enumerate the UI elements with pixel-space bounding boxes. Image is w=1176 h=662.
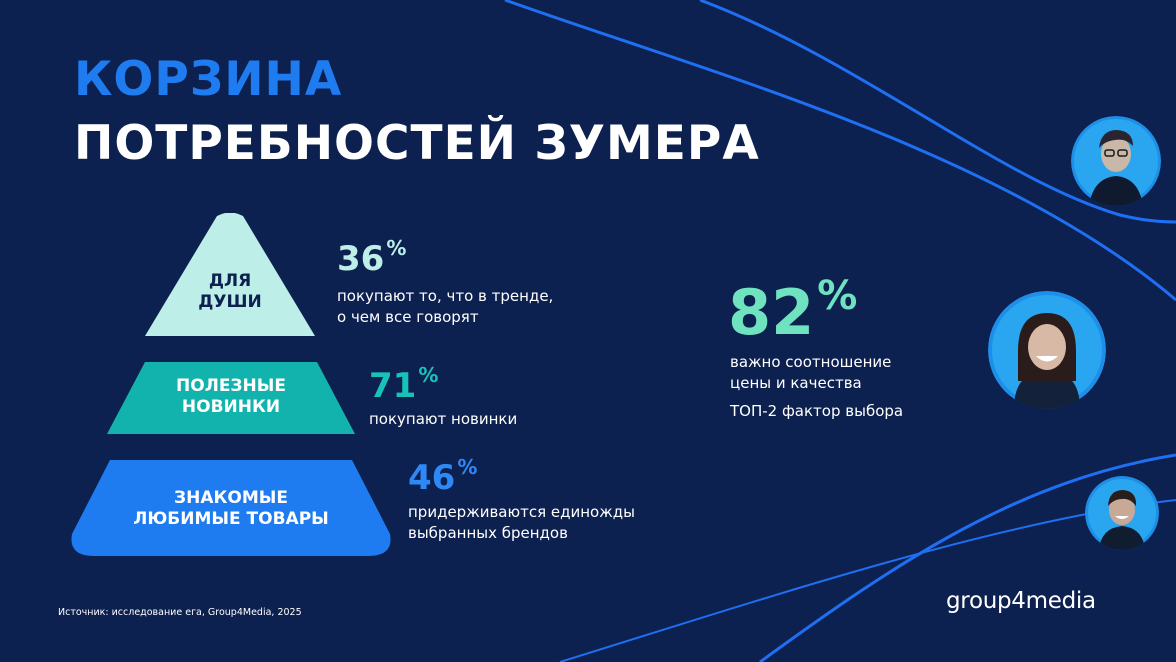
pyramid-tier-top-label-line: ДЛЯ	[208, 271, 252, 291]
pyramid-tier-top-shape	[145, 213, 315, 336]
pyramid-tier-bottom-shape	[71, 460, 391, 556]
tier-top-description-line: о чем все говорят	[337, 308, 479, 326]
tier-top-description: покупают то, что в тренде, о чем все гов…	[337, 286, 553, 328]
avatar-smiling-young-man	[1085, 476, 1159, 550]
pyramid-tier-bottom-label: ЗНАКОМЫЕ ЛЮБИМЫЕ ТОВАРЫ	[68, 488, 394, 531]
pyramid-tier-bottom: ЗНАКОМЫЕ ЛЮБИМЫЕ ТОВАРЫ	[68, 460, 394, 556]
highlight-percent: 82%	[728, 276, 857, 344]
highlight-percent-sign: %	[817, 273, 858, 319]
tier-middle-percent-sign: %	[418, 363, 439, 387]
pyramid-tier-bottom-label-line: ЛЮБИМЫЕ ТОВАРЫ	[133, 509, 329, 530]
person-avatar-icon	[1085, 476, 1159, 550]
pyramid-tier-middle-label-line: ПОЛЕЗНЫЕ	[176, 376, 286, 396]
title-line-2: ПОТРЕБНОСТЕЙ ЗУМЕРА	[74, 116, 760, 171]
tier-bottom-percent-sign: %	[457, 455, 478, 479]
person-avatar-icon	[1071, 116, 1161, 206]
tier-bottom-percent: 46%	[408, 457, 477, 498]
avatar-smiling-woman	[988, 291, 1106, 409]
pyramid-tier-bottom-label-line: ЗНАКОМЫЕ	[174, 488, 288, 508]
pyramid-tier-top-label-line: ДУШИ	[198, 292, 262, 313]
highlight-description-line: цены и качества	[730, 374, 862, 392]
pyramid-tier-middle-shape	[107, 362, 355, 434]
tier-middle-description-line: покупают новинки	[369, 410, 518, 428]
tier-top-description-line: покупают то, что в тренде,	[337, 287, 554, 305]
tier-top-percent-value: 36	[337, 239, 385, 279]
pyramid-tier-middle: ПОЛЕЗНЫЕ НОВИНКИ	[107, 362, 355, 434]
pyramid-tier-middle-label: ПОЛЕЗНЫЕ НОВИНКИ	[107, 376, 355, 419]
title-line-1: КОРЗИНА	[74, 52, 343, 107]
tier-middle-percent: 71%	[369, 365, 438, 406]
tier-middle-percent-value: 71	[369, 366, 417, 406]
tier-bottom-description-line: выбранных брендов	[408, 524, 568, 542]
pyramid-tier-middle-label-line: НОВИНКИ	[181, 397, 281, 418]
highlight-percent-value: 82	[728, 276, 815, 349]
tier-bottom-description: придерживаются единожды выбранных брендо…	[408, 502, 635, 544]
tier-top-percent-sign: %	[386, 236, 407, 260]
highlight-note: ТОП-2 фактор выбора	[730, 402, 904, 420]
person-avatar-icon	[988, 291, 1106, 409]
avatar-young-man-glasses	[1071, 116, 1161, 206]
pyramid-tier-top-label: ДЛЯ ДУШИ	[145, 271, 315, 314]
brand-logo: group4media	[946, 588, 1096, 614]
tier-bottom-description-line: придерживаются единожды	[408, 503, 635, 521]
tier-top-percent: 36%	[337, 238, 406, 279]
highlight-description: важно соотношение цены и качества	[730, 352, 891, 394]
tier-middle-description: покупают новинки	[369, 409, 517, 430]
source-note: Источник: исследование ега, Group4Media,…	[58, 607, 302, 618]
tier-bottom-percent-value: 46	[408, 458, 456, 498]
pyramid-tier-top: ДЛЯ ДУШИ	[145, 213, 315, 336]
highlight-description-line: важно соотношение	[730, 353, 892, 371]
